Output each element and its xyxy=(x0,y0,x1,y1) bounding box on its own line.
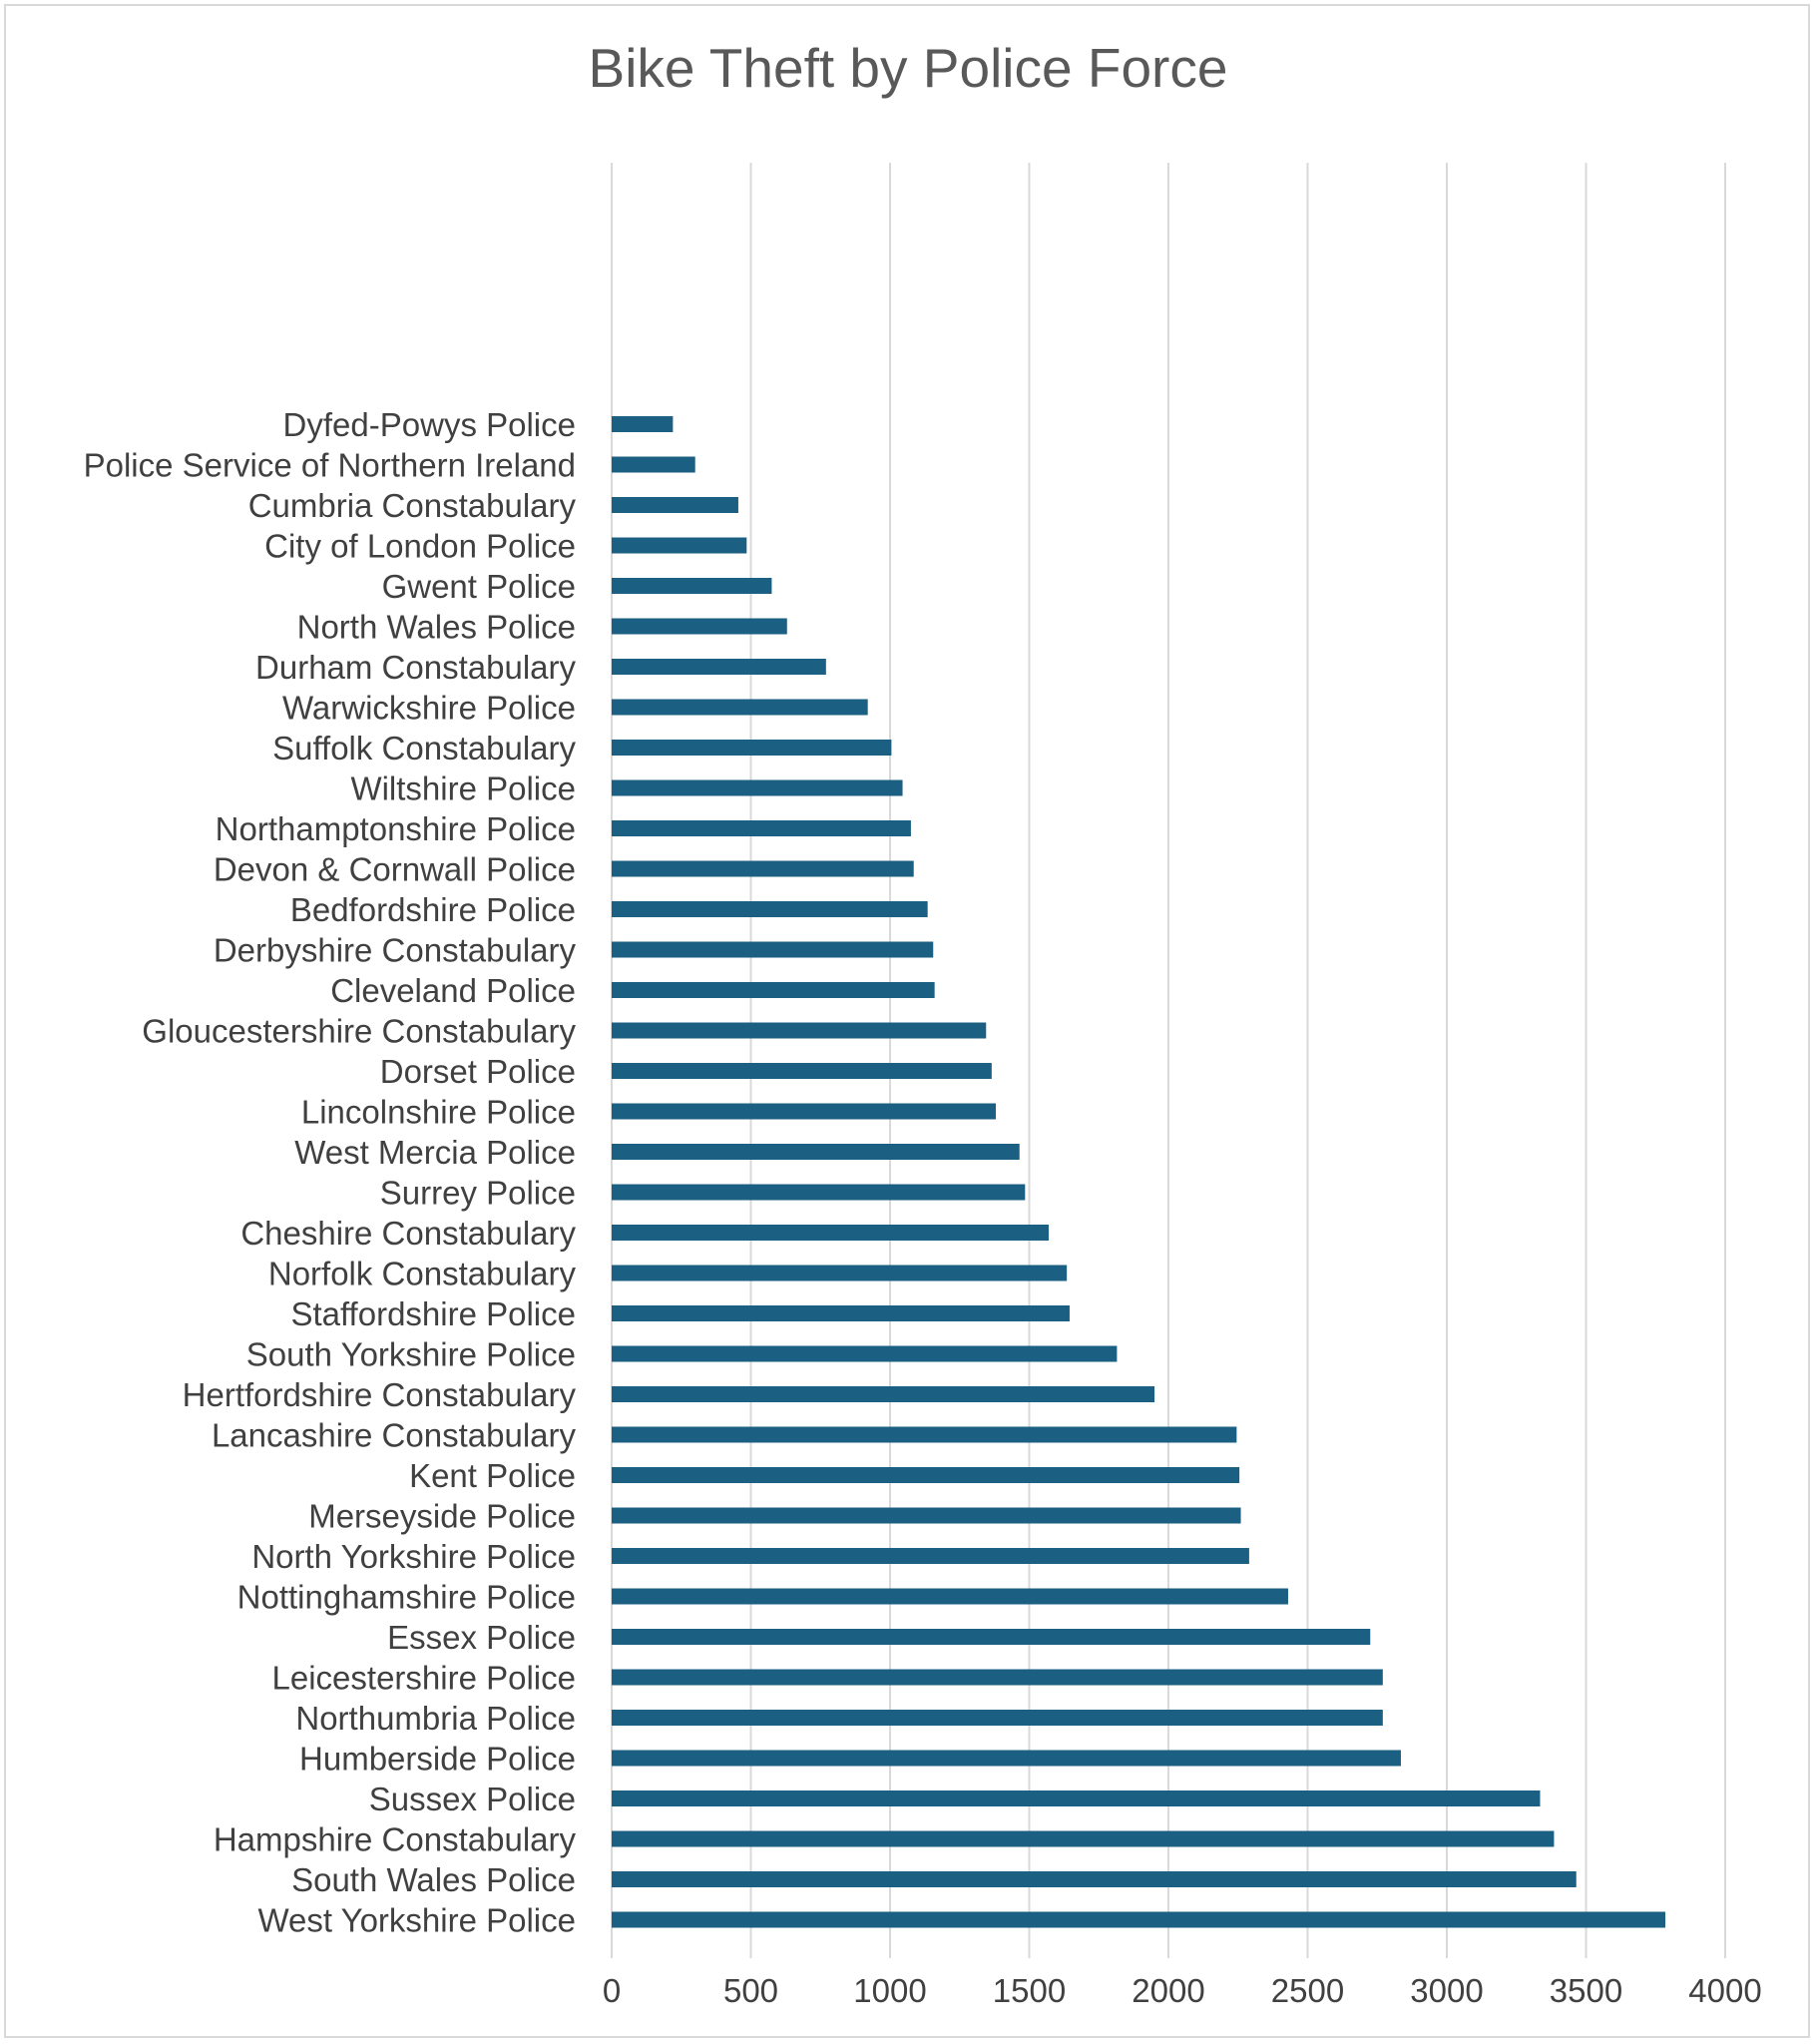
bar xyxy=(612,1265,1068,1281)
bar xyxy=(612,1750,1401,1767)
category-label: Cheshire Constabulary xyxy=(240,1215,576,1252)
category-label: Hampshire Constabulary xyxy=(214,1821,577,1858)
bar xyxy=(612,1588,1288,1605)
gridlines xyxy=(611,163,1726,1958)
category-label: Lincolnshire Police xyxy=(301,1094,576,1131)
bar xyxy=(612,1669,1383,1686)
category-label: North Wales Police xyxy=(297,609,576,646)
category-label: West Mercia Police xyxy=(294,1134,576,1171)
category-label: City of London Police xyxy=(264,528,576,565)
bar xyxy=(612,1225,1050,1241)
bar xyxy=(612,1710,1383,1726)
category-label: Kent Police xyxy=(409,1457,576,1494)
bar xyxy=(612,1548,1249,1564)
bar xyxy=(612,1305,1070,1321)
x-tick-label: 3000 xyxy=(1410,1972,1483,2009)
category-label: North Yorkshire Police xyxy=(251,1538,576,1575)
x-tick-label: 3500 xyxy=(1550,1972,1622,2009)
category-label: Surrey Police xyxy=(380,1175,576,1212)
category-label: Sussex Police xyxy=(369,1781,576,1817)
category-label: Wiltshire Police xyxy=(350,770,576,807)
bar xyxy=(612,1144,1020,1160)
bar xyxy=(612,901,928,917)
category-label: Lancashire Constabulary xyxy=(212,1417,577,1454)
bar xyxy=(612,860,914,877)
category-label: Cleveland Police xyxy=(330,972,576,1009)
category-label: Dyfed-Powys Police xyxy=(283,406,576,443)
x-tick-label: 1500 xyxy=(993,1972,1066,2009)
bar xyxy=(612,659,826,675)
bar xyxy=(612,699,868,716)
bar xyxy=(612,779,903,796)
category-label: Nottinghamshire Police xyxy=(237,1579,576,1616)
category-label: Staffordshire Police xyxy=(290,1295,576,1332)
bar xyxy=(612,740,892,756)
bar xyxy=(612,1386,1155,1402)
category-label: Police Service of Northern Ireland xyxy=(84,447,576,484)
bar xyxy=(612,1467,1240,1483)
category-label: Northamptonshire Police xyxy=(216,810,576,847)
bar xyxy=(612,1871,1577,1887)
bar xyxy=(612,578,772,594)
category-label: Essex Police xyxy=(387,1619,576,1656)
bar xyxy=(612,982,935,998)
bar xyxy=(612,1629,1371,1645)
bar xyxy=(612,1790,1541,1806)
category-label: Derbyshire Constabulary xyxy=(214,932,577,969)
bar xyxy=(612,618,787,635)
category-labels: Dyfed-Powys Police Police Service of Nort… xyxy=(84,406,577,1939)
category-label: South Yorkshire Police xyxy=(246,1336,576,1373)
chart-frame xyxy=(4,4,1810,2038)
x-tick-label: 1000 xyxy=(853,1972,926,2009)
category-label: Bedfordshire Police xyxy=(290,891,576,928)
category-label: Hertfordshire Constabulary xyxy=(183,1376,577,1413)
bar xyxy=(612,497,738,513)
bar xyxy=(612,537,747,554)
bar xyxy=(612,456,695,473)
bar xyxy=(612,1063,992,1079)
bar xyxy=(612,1830,1555,1847)
bar xyxy=(612,1426,1237,1443)
bar xyxy=(612,1184,1026,1201)
category-label: Leicestershire Police xyxy=(272,1660,576,1697)
category-label: Norfolk Constabulary xyxy=(268,1256,577,1292)
bar xyxy=(612,820,911,836)
category-label: Humberside Police xyxy=(299,1741,576,1778)
category-label: South Wales Police xyxy=(291,1861,576,1898)
category-label: Merseyside Police xyxy=(308,1498,576,1535)
bar xyxy=(612,1103,997,1120)
bar xyxy=(612,1507,1241,1524)
category-label: Warwickshire Police xyxy=(282,690,576,727)
x-tick-label: 0 xyxy=(603,1972,621,2009)
chart-title: Bike Theft by Police Force xyxy=(588,37,1228,99)
bar xyxy=(612,416,674,432)
category-label: Devon & Cornwall Police xyxy=(214,851,576,888)
category-label: Durham Constabulary xyxy=(255,649,576,686)
category-label: Suffolk Constabulary xyxy=(272,730,576,766)
category-label: Northumbria Police xyxy=(295,1700,576,1737)
x-tick-label: 2000 xyxy=(1132,1972,1204,2009)
x-tick-labels: 0 500 1000 1500 2000 2500 3000 3500 4000 xyxy=(603,1972,1762,2009)
bars xyxy=(612,416,1666,1928)
category-label: Dorset Police xyxy=(380,1053,576,1090)
category-label: Cumbria Constabulary xyxy=(248,487,577,524)
bar xyxy=(612,941,934,958)
category-label: West Yorkshire Police xyxy=(257,1902,576,1939)
x-tick-label: 4000 xyxy=(1688,1972,1761,2009)
category-label: Gwent Police xyxy=(382,568,576,605)
bar xyxy=(612,1345,1118,1362)
bar xyxy=(612,1911,1666,1928)
bar xyxy=(612,1022,987,1039)
category-label: Gloucestershire Constabulary xyxy=(142,1013,576,1050)
x-tick-label: 2500 xyxy=(1271,1972,1344,2009)
x-tick-label: 500 xyxy=(723,1972,778,2009)
